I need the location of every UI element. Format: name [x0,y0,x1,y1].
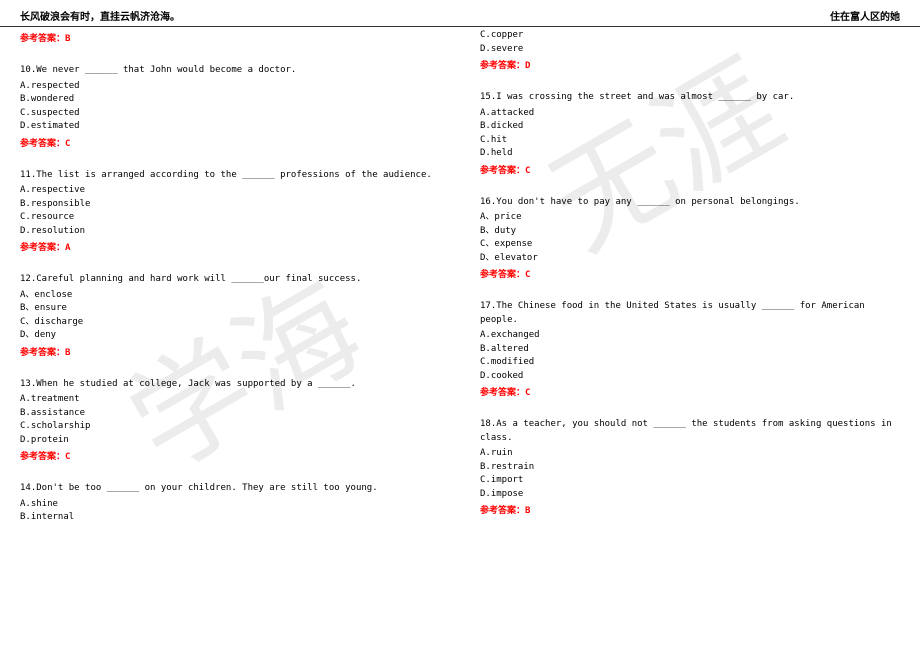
q16-stem: 16.You don't have to pay any ______ on p… [480,196,900,210]
header-left-text: 长风破浪会有时，直挂云帆济沧海。 [20,8,180,23]
q11-opt-a: A.respective [20,184,440,198]
q15-opt-b: B.dicked [480,120,900,134]
q14-opt-a: A.shine [20,498,440,512]
q12-opt-a: A、enclose [20,289,440,303]
q14-opt-b: B.internal [20,511,440,525]
question-17: 17.The Chinese food in the United States… [480,300,900,383]
page-header: 长风破浪会有时，直挂云帆济沧海。 住在富人区的她 [0,0,920,27]
q17-opt-d: D.cooked [480,370,900,384]
question-10: 10.We never ______ that John would becom… [20,64,440,134]
q18-opt-a: A.ruin [480,447,900,461]
q13-opt-a: A.treatment [20,393,440,407]
content-columns: 参考答案：B 10.We never ______ that John woul… [0,27,920,536]
left-column: 参考答案：B 10.We never ______ that John woul… [20,27,460,536]
q15-opt-a: A.attacked [480,107,900,121]
q11-opt-b: B.responsible [20,198,440,212]
question-18: 18.As a teacher, you should not ______ t… [480,418,900,501]
q17-stem: 17.The Chinese food in the United States… [480,300,900,327]
q18-opt-d: D.impose [480,488,900,502]
q17-opt-b: B.altered [480,343,900,357]
q16-opt-c: C、expense [480,238,900,252]
q17-answer: 参考答案：C [480,385,900,398]
question-15: 15.I was crossing the street and was alm… [480,91,900,161]
q10-opt-d: D.estimated [20,120,440,134]
q15-opt-d: D.held [480,147,900,161]
top-answer: 参考答案：B [20,31,440,44]
q18-opt-c: C.import [480,474,900,488]
q17-opt-a: A.exchanged [480,329,900,343]
q16-opt-d: D、elevator [480,252,900,266]
q17-opt-c: C.modified [480,356,900,370]
q11-stem: 11.The list is arranged according to the… [20,169,440,183]
q12-stem: 12.Careful planning and hard work will _… [20,273,440,287]
q11-opt-d: D.resolution [20,225,440,239]
question-11: 11.The list is arranged according to the… [20,169,440,239]
question-13: 13.When he studied at college, Jack was … [20,378,440,448]
q14-stem: 14.Don't be too ______ on your children.… [20,482,440,496]
q13-opt-d: D.protein [20,434,440,448]
q15-stem: 15.I was crossing the street and was alm… [480,91,900,105]
q14-opt-d: D.severe [480,43,900,57]
q10-opt-b: B.wondered [20,93,440,107]
q12-opt-d: D、deny [20,329,440,343]
q15-opt-c: C.hit [480,134,900,148]
header-right-text: 住在富人区的她 [830,8,900,23]
q16-opt-a: A、price [480,211,900,225]
right-column: C.copper D.severe 参考答案：D 15.I was crossi… [460,27,900,536]
q13-answer: 参考答案：C [20,449,440,462]
q10-opt-c: C.suspected [20,107,440,121]
q18-stem: 18.As a teacher, you should not ______ t… [480,418,900,445]
q14-opt-c: C.copper [480,29,900,43]
q13-opt-c: C.scholarship [20,420,440,434]
q12-answer: 参考答案：B [20,345,440,358]
q16-answer: 参考答案：C [480,267,900,280]
q15-answer: 参考答案：C [480,163,900,176]
question-14-cont: C.copper D.severe [480,29,900,56]
question-12: 12.Careful planning and hard work will _… [20,273,440,343]
q18-opt-b: B.restrain [480,461,900,475]
q13-opt-b: B.assistance [20,407,440,421]
q11-opt-c: C.resource [20,211,440,225]
question-16: 16.You don't have to pay any ______ on p… [480,196,900,266]
q10-answer: 参考答案：C [20,136,440,149]
q14-answer: 参考答案：D [480,58,900,71]
q13-stem: 13.When he studied at college, Jack was … [20,378,440,392]
q16-opt-b: B、duty [480,225,900,239]
question-14: 14.Don't be too ______ on your children.… [20,482,440,525]
q18-answer: 参考答案：B [480,503,900,516]
q10-stem: 10.We never ______ that John would becom… [20,64,440,78]
q12-opt-b: B、ensure [20,302,440,316]
q12-opt-c: C、discharge [20,316,440,330]
q10-opt-a: A.respected [20,80,440,94]
q11-answer: 参考答案：A [20,240,440,253]
